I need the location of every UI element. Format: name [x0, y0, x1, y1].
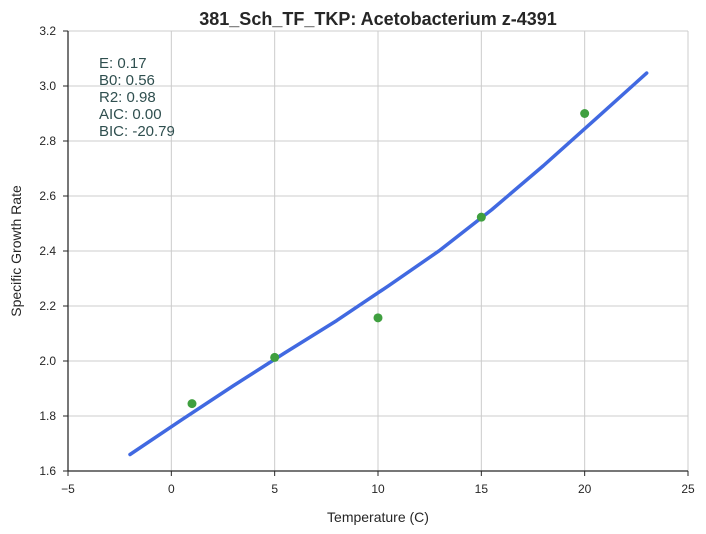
- stat-aic: AIC: 0.00: [99, 106, 162, 123]
- stat-bic: BIC: -20.79: [99, 123, 175, 140]
- x-tick-label: −5: [61, 482, 75, 496]
- x-tick-label: 15: [475, 482, 489, 496]
- points-layer: [187, 109, 590, 409]
- stat-e: E: 0.17: [99, 55, 147, 72]
- y-tick-label: 3.0: [39, 79, 56, 93]
- data-point: [270, 352, 280, 362]
- y-tick-label: 1.6: [39, 464, 56, 478]
- data-point: [476, 212, 486, 222]
- fit-statistics: E: 0.17 B0: 0.56 R2: 0.98 AIC: 0.00 BIC:…: [99, 55, 175, 140]
- x-tick-label: 25: [681, 482, 695, 496]
- y-tick-label: 2.0: [39, 354, 56, 368]
- x-tick-label: 5: [271, 482, 278, 496]
- fit-layer: [128, 71, 649, 457]
- grid-layer: [68, 30, 689, 471]
- ticks-layer: −5 0 5 10 15 20 25 1.6 1.8 2.0 2.2 2.4 2.6 2.8 3.0 3.2: [39, 24, 695, 496]
- y-tick-label: 3.2: [39, 24, 56, 38]
- y-tick-label: 2.6: [39, 189, 56, 203]
- stat-r2: R2: 0.98: [99, 89, 156, 106]
- y-tick-label: 2.8: [39, 134, 56, 148]
- y-tick-label: 2.2: [39, 299, 56, 313]
- fit-curve: [128, 71, 649, 457]
- data-point: [580, 109, 590, 118]
- y-axis-label: Specific Growth Rate: [8, 185, 24, 317]
- y-tick-label: 2.4: [39, 244, 56, 258]
- x-tick-label: 20: [578, 482, 592, 496]
- x-tick-label: 10: [371, 482, 385, 496]
- chart-title: 381_Sch_TF_TKP: Acetobacterium z-4391: [199, 9, 556, 29]
- stat-b0: B0: 0.56: [99, 72, 155, 89]
- data-point: [187, 399, 197, 409]
- y-tick-label: 1.8: [39, 409, 56, 423]
- x-axis-label: Temperature (C): [327, 509, 429, 525]
- x-tick-label: 0: [168, 482, 175, 496]
- data-point: [373, 313, 383, 323]
